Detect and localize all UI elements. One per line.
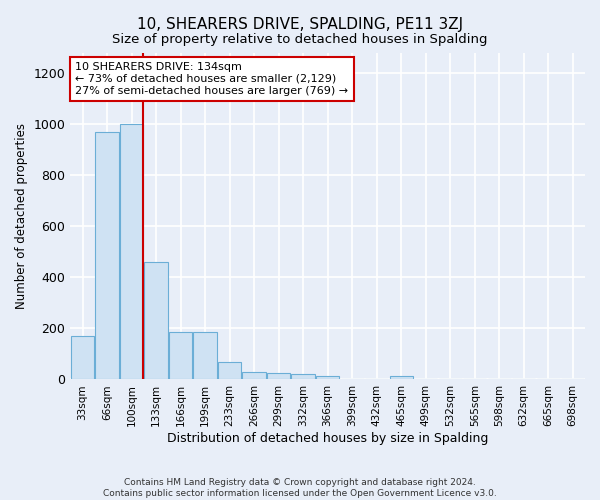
Bar	[95, 132, 119, 380]
Bar	[169, 332, 192, 380]
X-axis label: Distribution of detached houses by size in Spalding: Distribution of detached houses by size …	[167, 432, 488, 445]
Text: 10 SHEARERS DRIVE: 134sqm
← 73% of detached houses are smaller (2,129)
27% of se: 10 SHEARERS DRIVE: 134sqm ← 73% of detac…	[76, 62, 349, 96]
Bar	[267, 373, 290, 380]
Bar	[389, 376, 413, 380]
Bar	[193, 332, 217, 380]
Bar	[218, 362, 241, 380]
Bar	[292, 374, 315, 380]
Bar	[242, 372, 266, 380]
Text: Size of property relative to detached houses in Spalding: Size of property relative to detached ho…	[112, 32, 488, 46]
Bar	[71, 336, 94, 380]
Bar	[145, 262, 168, 380]
Y-axis label: Number of detached properties: Number of detached properties	[15, 123, 28, 309]
Bar	[316, 376, 339, 380]
Text: Contains HM Land Registry data © Crown copyright and database right 2024.
Contai: Contains HM Land Registry data © Crown c…	[103, 478, 497, 498]
Bar	[120, 124, 143, 380]
Text: 10, SHEARERS DRIVE, SPALDING, PE11 3ZJ: 10, SHEARERS DRIVE, SPALDING, PE11 3ZJ	[137, 18, 463, 32]
